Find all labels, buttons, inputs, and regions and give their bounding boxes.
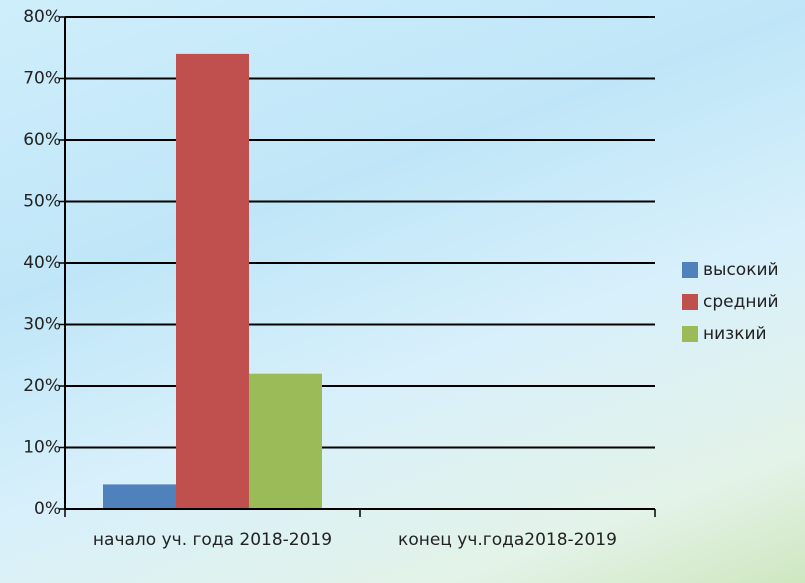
y-tick-label: 40% (23, 253, 61, 273)
legend-label: высокий (703, 260, 779, 280)
y-tick-label: 80% (23, 7, 61, 27)
bar (103, 484, 176, 509)
y-tick-label: 0% (34, 499, 61, 519)
legend-label: низкий (703, 324, 767, 344)
y-tick-label: 10% (23, 438, 61, 458)
legend-swatch (682, 262, 698, 278)
bar (249, 373, 322, 509)
y-tick-label: 70% (23, 69, 61, 89)
legend-swatch (682, 294, 698, 310)
y-tick-label: 20% (23, 376, 61, 396)
legend-label: средний (703, 292, 779, 312)
y-tick-label: 50% (23, 192, 61, 212)
x-tick-label: начало уч. года 2018-2019 (92, 530, 333, 550)
bar (176, 53, 249, 510)
x-tick-label: конец уч.года2018-2019 (398, 530, 617, 550)
y-tick-label: 60% (23, 130, 61, 150)
legend-swatch (682, 326, 698, 342)
y-tick-label: 30% (23, 315, 61, 335)
